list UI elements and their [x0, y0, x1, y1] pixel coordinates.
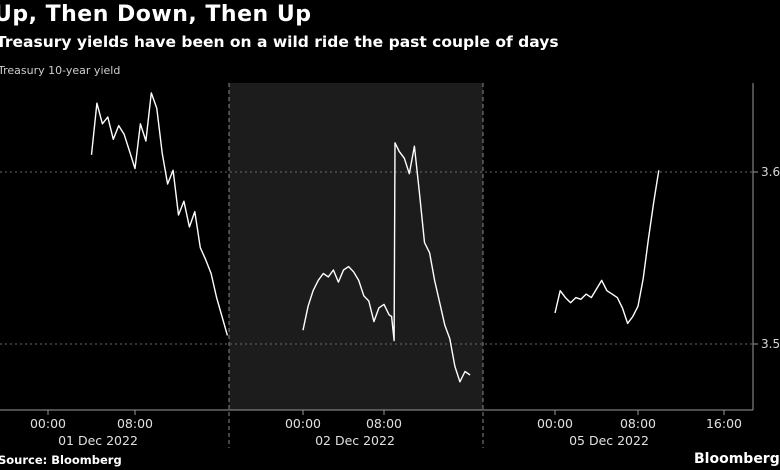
x-tick-labels: 00:00 08:00 00:00 08:00 00:00 08:00 16:00	[30, 410, 742, 431]
x-tick-label: 00:00	[537, 416, 573, 431]
yield-series	[90, 92, 660, 383]
chart-title: Up, Then Down, Then Up	[0, 2, 312, 27]
y-tick-label: 3.6	[761, 165, 780, 179]
day-label: 02 Dec 2022	[315, 433, 395, 448]
y-tick-label: 3.5	[761, 337, 780, 351]
series-label: Treasury 10-year yield	[0, 64, 121, 77]
x-tick-label: 08:00	[117, 416, 153, 431]
chart-subtitle: Treasury yields have been on a wild ride…	[0, 33, 559, 51]
gridlines	[0, 171, 753, 345]
x-tick-label: 00:00	[30, 416, 66, 431]
yield-series-line	[302, 142, 471, 383]
x-tick-label: 16:00	[706, 416, 742, 431]
session-dividers	[228, 83, 484, 448]
source-note: Source: Bloomberg	[0, 453, 122, 467]
x-tick-label: 08:00	[620, 416, 656, 431]
y-tick-labels: 3.5 3.6	[753, 165, 780, 351]
shaded-session-band	[229, 83, 483, 410]
day-label: 01 Dec 2022	[58, 433, 138, 448]
day-labels: 01 Dec 2022 02 Dec 2022 05 Dec 2022	[58, 433, 649, 448]
day-label: 05 Dec 2022	[569, 433, 649, 448]
yield-series-line	[90, 92, 229, 336]
yield-series-line	[554, 170, 660, 325]
brand-logo: Bloomberg	[694, 451, 780, 467]
x-tick-label: 00:00	[285, 416, 321, 431]
x-tick-label: 08:00	[366, 416, 402, 431]
